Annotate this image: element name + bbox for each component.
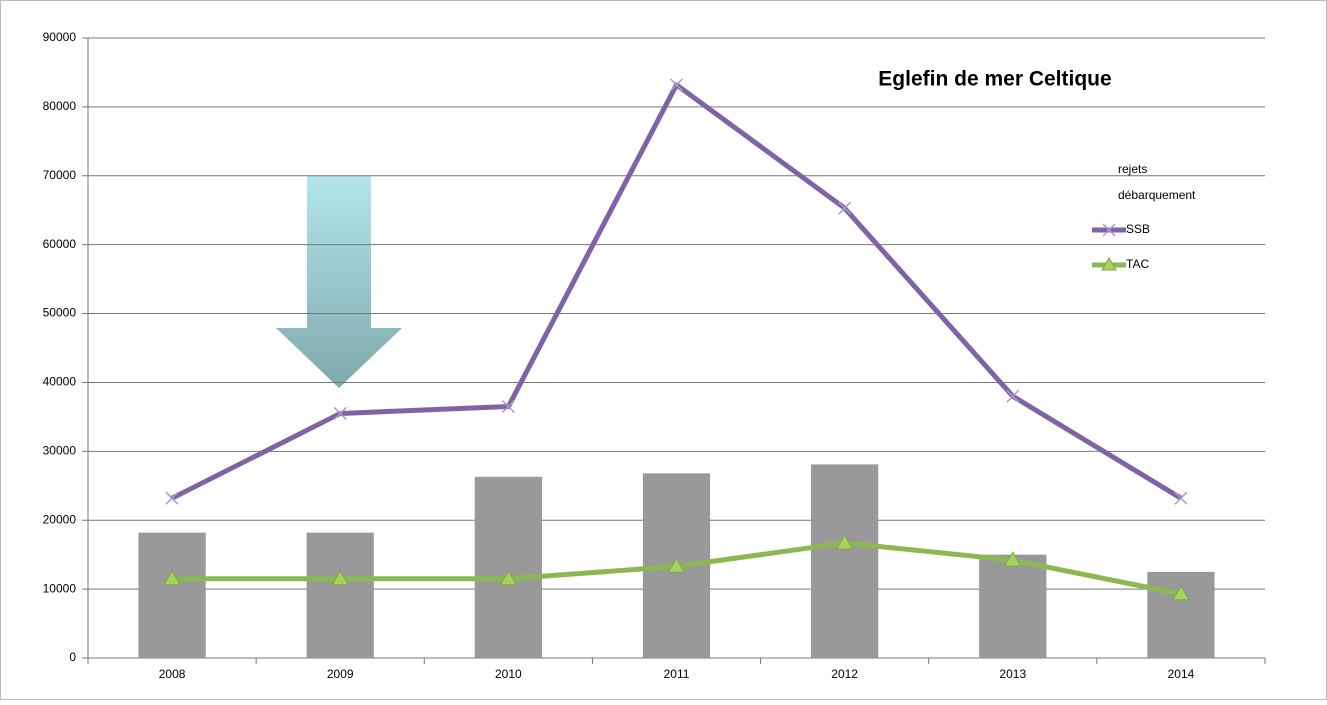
y-tick-label: 20000: [43, 512, 77, 526]
bar: [475, 477, 542, 658]
bar: [979, 555, 1046, 658]
y-tick-label: 0: [69, 650, 76, 664]
y-tick-label: 60000: [43, 237, 77, 251]
y-tick-label: 30000: [43, 444, 77, 458]
legend-label: TAC: [1126, 257, 1149, 271]
y-tick-label: 40000: [43, 375, 77, 389]
y-tick-label: 80000: [43, 99, 77, 113]
chart: Eglefin de mer Celtique 0 10000 20000 30000…: [0, 0, 1327, 700]
x-tick-label: 2008: [159, 667, 186, 681]
x-tick-label: 2010: [495, 667, 522, 681]
y-tick-label: 10000: [43, 581, 77, 595]
x-tick-label: 2012: [831, 667, 858, 681]
bar: [138, 533, 205, 658]
chart-title: Eglefin de mer Celtique: [878, 68, 1111, 91]
x-tick-label: 2011: [664, 667, 690, 681]
legend-label: rejets: [1118, 162, 1147, 176]
bar: [307, 533, 374, 658]
y-tick-label: 90000: [43, 30, 77, 44]
x-tick-label: 2009: [327, 667, 354, 681]
bar: [811, 464, 878, 658]
y-tick-label: 50000: [43, 306, 77, 320]
bar: [1147, 572, 1214, 658]
legend-label: débarquement: [1118, 188, 1196, 202]
x-tick-label: 2014: [1168, 667, 1195, 681]
legend-label: SSB: [1126, 222, 1150, 236]
x-tick-label: 2013: [999, 667, 1026, 681]
y-tick-label: 70000: [43, 168, 77, 182]
